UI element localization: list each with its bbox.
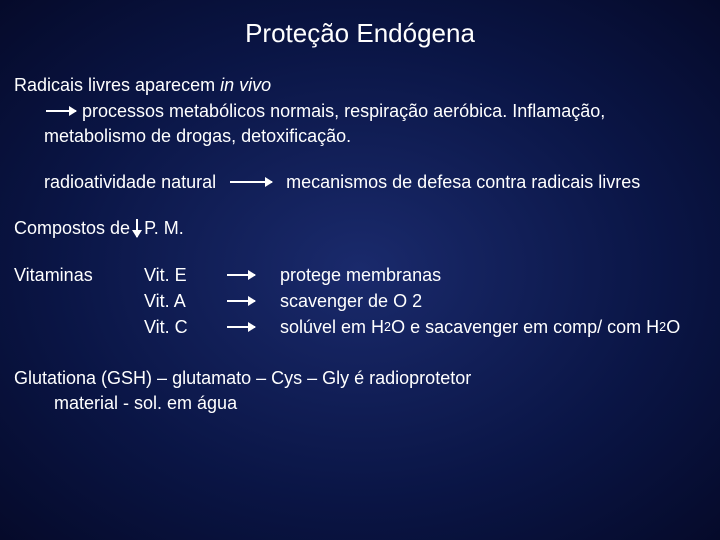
vit-a-sub: 2 [412,289,422,313]
vit-c-sub2: 2 [659,319,666,336]
arrow-right-icon [227,326,255,328]
slide-title: Proteção Endógena [0,0,720,73]
vit-desc-col: protege membranas scavenger de O 2 solúv… [280,262,710,340]
vit-arrows-col [206,262,280,340]
arrow-down-icon [136,219,138,237]
line-radicais: Radicais livres aparecem in vivo [14,73,710,97]
radio-left-text: radioatividade natural [44,170,216,194]
vit-c-desc-end: O [666,315,680,339]
line-processos-1: processos metabólicos normais, respiraçã… [14,99,710,123]
glutationa-line2: material - sol. em água [14,391,710,415]
vit-names-col: Vit. E Vit. A Vit. C [144,262,206,340]
vitamins-table: Vitaminas Vit. E Vit. A Vit. C protege m… [14,262,710,340]
radio-right-text: mecanismos de defesa contra radicais liv… [286,170,640,194]
line-radioatividade: radioatividade natural mecanismos de def… [14,170,710,194]
vit-c-desc-mid: O e sacavenger em comp/ com H [391,315,659,339]
vit-c-sub1: 2 [384,319,391,336]
in-vivo-text: in vivo [220,75,271,95]
vit-c-label: Vit. C [144,314,206,340]
vit-c-desc: solúvel em H2O e sacavenger em comp/ com… [280,314,710,340]
vitaminas-label: Vitaminas [14,262,144,288]
processos-text-1: processos metabólicos normais, respiraçã… [82,99,605,123]
arrow-right-icon [46,110,76,112]
line-compostos: Compostos de P. M. [14,216,710,240]
compostos-left-text: Compostos de [14,216,130,240]
compostos-right-text: P. M. [144,216,184,240]
arrow-right-icon [230,181,272,183]
vitaminas-label-col: Vitaminas [14,262,144,340]
arrow-right-icon [227,274,255,276]
vit-a-label: Vit. A [144,288,206,314]
vit-a-desc: scavenger de O 2 [280,288,710,314]
processos-text-2: metabolismo de drogas, detoxificação. [44,126,351,146]
vit-a-desc-text: scavenger de O [280,289,407,313]
glutationa-line1: Glutationa (GSH) – glutamato – Cys – Gly… [14,366,710,390]
vit-e-desc: protege membranas [280,262,710,288]
line-processos-2: metabolismo de drogas, detoxificação. [14,124,710,148]
vit-e-label: Vit. E [144,262,206,288]
arrow-right-icon [227,300,255,302]
vit-c-desc-pre: solúvel em H [280,315,384,339]
slide-content: Radicais livres aparecem in vivo process… [0,73,720,415]
radicais-text: Radicais livres aparecem [14,75,220,95]
